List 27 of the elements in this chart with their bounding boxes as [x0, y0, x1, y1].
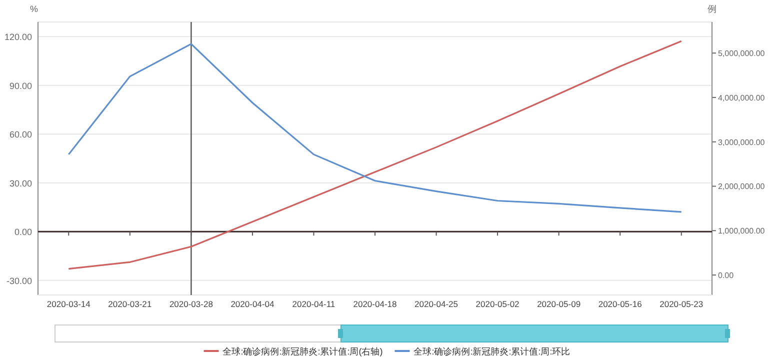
- y2-tick-label: 1,000,000.00: [718, 226, 766, 236]
- y2-tick-label: 4,000,000.00: [718, 93, 766, 102]
- y-tick-label: -30.00: [6, 276, 32, 286]
- y-tick-label: 30.00: [9, 178, 32, 188]
- x-tick-label: 2020-05-09: [537, 299, 581, 309]
- x-tick-label: 2020-03-28: [169, 299, 214, 309]
- y-tick-label: 0.00: [14, 227, 32, 238]
- x-tick-label: 2020-05-02: [476, 299, 520, 309]
- x-tick-label: 2020-04-18: [353, 299, 398, 309]
- y-tick-label: 120.00: [4, 32, 32, 42]
- y-tick-label: 90.00: [9, 80, 32, 91]
- x-tick-label: 2020-05-16: [598, 299, 642, 309]
- y-axis-title: %: [30, 4, 38, 14]
- legend-label: 全球:确诊病例:新冠肺炎:累计值:周:环比: [414, 346, 570, 356]
- x-tick-label: 2020-04-25: [414, 299, 458, 309]
- y2-tick-label: 2,000,000.00: [718, 182, 766, 192]
- x-tick-label: 2020-03-21: [108, 299, 152, 309]
- x-tick-label: 2020-04-11: [292, 299, 336, 309]
- legend-label: 全球:确诊病例:新冠肺炎:累计值:周(右轴): [222, 346, 383, 356]
- y2-tick-label: 5,000,000.00: [718, 49, 766, 58]
- x-tick-label: 2020-04-04: [230, 299, 274, 309]
- y-tick-label: 60.00: [9, 130, 32, 140]
- y2-tick-label: 0.00: [718, 271, 734, 280]
- x-tick-label: 2020-05-23: [660, 299, 704, 309]
- y2-axis-title: 例: [708, 4, 716, 14]
- x-tick-label: 2020-03-14: [46, 299, 91, 309]
- y2-tick-label: 3,000,000.00: [718, 138, 766, 147]
